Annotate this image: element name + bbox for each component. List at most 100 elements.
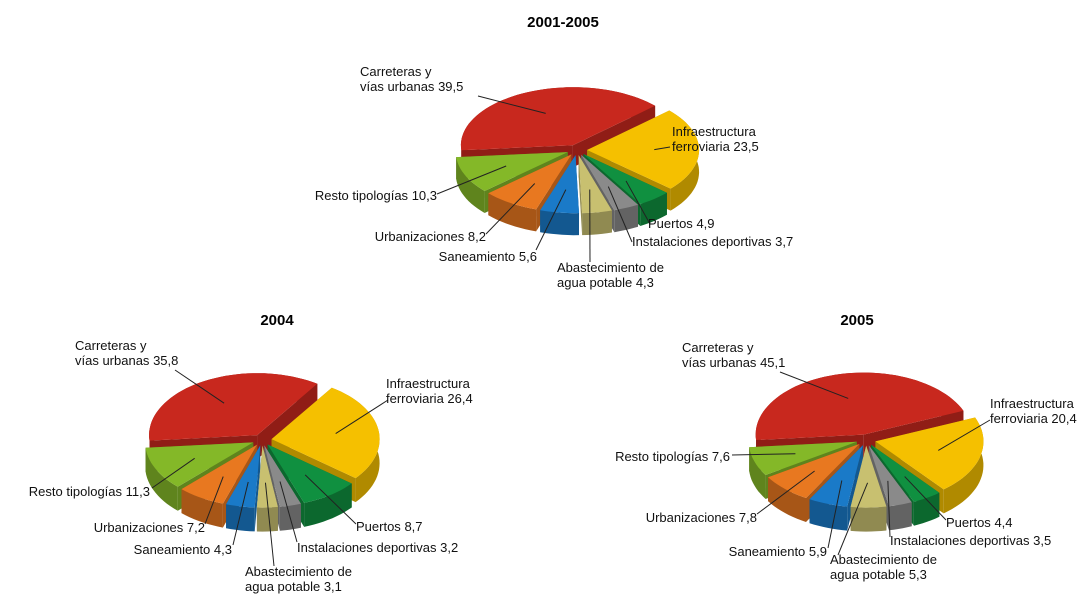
- slice-top: [267, 444, 352, 503]
- leader-line: [779, 371, 849, 399]
- slice-label: Carreteras y vías urbanas 45,1: [682, 340, 785, 370]
- slice-label: Resto tipologías 7,6: [615, 449, 730, 464]
- value-label: 5,3: [908, 567, 927, 582]
- value-label: 4,3: [635, 275, 654, 290]
- value-label: 8,2: [467, 229, 486, 244]
- slice-side: [578, 155, 583, 236]
- slice-top: [145, 442, 254, 487]
- pie-slice: [256, 445, 278, 532]
- slice-wall: [226, 504, 255, 532]
- category-name: Abastecimiento de agua potable: [245, 564, 352, 594]
- slice-top: [749, 441, 857, 475]
- slice-wall: [850, 506, 887, 532]
- pie-slice: [809, 445, 863, 531]
- value-label: 10,3: [411, 188, 437, 203]
- category-name: Infraestructura ferroviaria: [386, 376, 470, 406]
- slice-label: Resto tipologías 10,3: [315, 188, 437, 203]
- slice-label: Resto tipologías 11,3: [29, 484, 150, 499]
- slice-top: [578, 155, 612, 214]
- leader-line: [232, 481, 249, 546]
- leader-line: [335, 399, 389, 435]
- leader-line: [607, 186, 633, 243]
- slice-top: [256, 445, 278, 508]
- slice-label: Instalaciones deportivas 3,2: [297, 540, 458, 555]
- leader-line: [904, 476, 947, 521]
- slice-top: [271, 387, 380, 479]
- value-label: 5,6: [518, 249, 537, 264]
- slice-wall: [614, 204, 638, 233]
- slice-top: [540, 155, 579, 214]
- leader-line: [625, 180, 651, 225]
- slice-label: Saneamiento 4,3: [134, 542, 232, 557]
- slice-wall: [304, 483, 352, 527]
- leader-line: [887, 480, 891, 538]
- slice-label: Carreteras y vías urbanas 35,8: [75, 338, 178, 368]
- leader-line: [654, 146, 671, 151]
- leader-line: [535, 189, 567, 251]
- category-name: Carreteras y vías urbanas: [360, 64, 435, 94]
- slice-top: [871, 444, 940, 502]
- value-label: 11,3: [125, 484, 150, 499]
- slice-label: Carreteras y vías urbanas 39,5: [360, 64, 463, 94]
- category-name: Saneamiento: [728, 544, 806, 559]
- slice-top: [850, 445, 887, 508]
- slice-label: Abastecimiento de agua potable 4,3: [557, 260, 664, 290]
- value-label: 45,1: [760, 355, 786, 370]
- slice-label: Infraestructura ferroviaria 23,5: [672, 124, 759, 154]
- slice-top: [583, 154, 667, 204]
- category-name: Puertos: [946, 515, 991, 530]
- leader-line: [731, 453, 796, 456]
- leader-line: [477, 95, 546, 114]
- slice-wall: [488, 193, 537, 232]
- slice-wall: [913, 492, 940, 526]
- category-name: Puertos: [356, 519, 401, 534]
- value-label: 26,4: [447, 391, 473, 406]
- category-name: Abastecimiento de agua potable: [557, 260, 664, 290]
- category-name: Urbanizaciones: [374, 229, 465, 244]
- slice-top: [875, 417, 984, 490]
- pie-slice: [226, 445, 261, 532]
- slice-top: [460, 87, 656, 151]
- pie-slice: [540, 155, 579, 236]
- slice-top: [488, 154, 572, 210]
- slice-top: [181, 444, 257, 504]
- leader-line: [436, 165, 507, 195]
- value-label: 7,2: [186, 520, 205, 535]
- category-name: Carreteras y vías urbanas: [682, 340, 757, 370]
- slice-wall: [943, 417, 984, 514]
- slice-top: [587, 110, 700, 189]
- category-name: Resto tipologías: [615, 449, 709, 464]
- slice-top: [456, 152, 568, 191]
- value-label: 5,9: [808, 544, 827, 559]
- value-label: 8,7: [404, 519, 423, 534]
- category-name: Resto tipologías: [28, 484, 123, 499]
- leader-line: [827, 480, 843, 549]
- slice-label: Instalaciones deportivas 3,7: [632, 234, 793, 249]
- value-label: 3,7: [775, 234, 794, 249]
- leader-line: [938, 419, 991, 451]
- slice-label: Urbanizaciones 8,2: [375, 229, 486, 244]
- value-label: 3,1: [323, 579, 342, 594]
- category-name: Infraestructura ferroviaria: [990, 396, 1074, 426]
- category-name: Urbanizaciones: [93, 520, 184, 535]
- category-name: Abastecimiento de agua potable: [830, 552, 937, 582]
- slice-label: Instalaciones deportivas 3,5: [890, 533, 1051, 548]
- leader-line: [204, 476, 224, 525]
- slice-top: [755, 372, 964, 440]
- category-name: Carreteras y vías urbanas: [75, 338, 150, 368]
- category-name: Instalaciones deportivas: [297, 540, 437, 555]
- slice-wall: [456, 157, 485, 213]
- chart-title: 2004: [260, 312, 294, 329]
- slice-wall: [181, 489, 223, 528]
- slice-label: Abastecimiento de agua potable 5,3: [830, 552, 937, 582]
- leader-line: [304, 474, 357, 525]
- value-label: 7,6: [711, 449, 730, 464]
- slice-wall: [145, 447, 178, 511]
- slice-wall: [809, 499, 848, 531]
- slice-wall: [768, 477, 806, 522]
- leader-line: [837, 482, 869, 556]
- slice-label: Puertos 4,4: [946, 515, 1013, 530]
- slice-top: [581, 154, 638, 211]
- slice-wall: [582, 210, 612, 236]
